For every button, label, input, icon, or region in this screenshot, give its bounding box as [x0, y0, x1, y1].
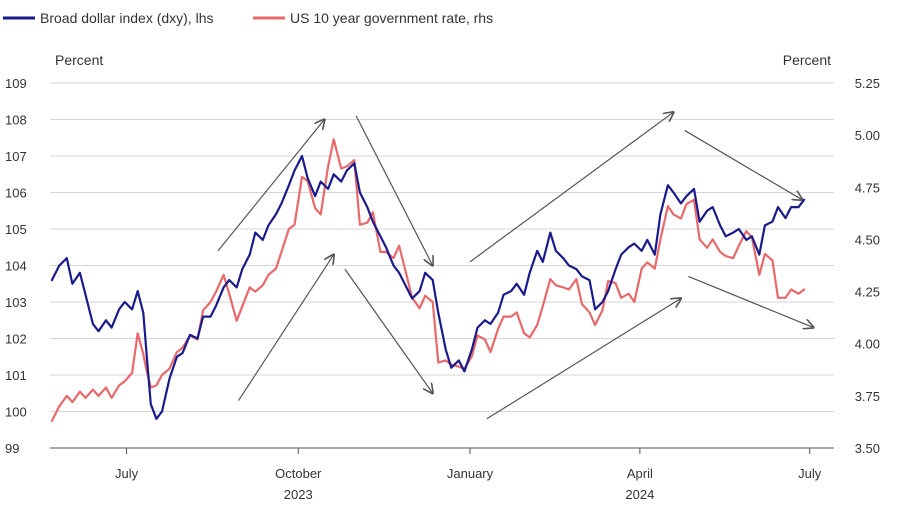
y-right-tick-label: 4.75 — [855, 180, 880, 195]
x-tick-label: July — [115, 466, 139, 481]
trend-arrow — [469, 112, 673, 263]
x-tick-label: January — [447, 466, 494, 481]
y-left-tick-label: 108 — [5, 113, 27, 128]
y-right-unit-label: Percent — [783, 52, 831, 68]
chart-legend: Broad dollar index (dxy), lhs US 10 year… — [3, 10, 493, 26]
trend-arrow — [217, 120, 324, 252]
y-left-tick-label: 99 — [5, 441, 19, 456]
x-tick-label: April — [627, 466, 653, 481]
series-line-us10y-rate — [50, 138, 806, 422]
legend-label-dollar-index: Broad dollar index (dxy), lhs — [40, 10, 214, 26]
y-left-tick-label: 109 — [5, 76, 27, 91]
trend-arrow — [355, 115, 433, 266]
y-left-tick-label: 103 — [5, 295, 27, 310]
trend-arrow — [684, 129, 803, 199]
trend-arrow — [688, 275, 813, 327]
grid-lines — [50, 82, 834, 449]
x-year-label: 2023 — [284, 487, 313, 502]
trend-arrow — [238, 255, 334, 401]
tick-labels: 99 100 101 102 103 104 105 106 107 108 109 3.50 3.75… — [5, 76, 880, 502]
y-right-tick-label: 5.00 — [855, 128, 880, 143]
y-left-tick-label: 101 — [5, 368, 27, 383]
y-left-tick-label: 100 — [5, 405, 27, 420]
trend-arrow — [344, 268, 433, 393]
y-right-tick-label: 3.50 — [855, 441, 880, 456]
axes — [50, 447, 834, 454]
x-tick-label: July — [798, 466, 822, 481]
y-right-tick-label: 4.25 — [855, 285, 880, 300]
y-left-tick-label: 102 — [5, 332, 27, 347]
trend-arrow — [486, 298, 681, 420]
y-left-tick-label: 104 — [5, 259, 27, 274]
y-right-tick-label: 4.50 — [855, 232, 880, 247]
y-left-tick-label: 106 — [5, 186, 27, 201]
trend-arrows — [217, 112, 813, 420]
y-left-tick-label: 107 — [5, 149, 27, 164]
y-left-tick-label: 105 — [5, 222, 27, 237]
x-tick-label: October — [275, 466, 322, 481]
y-right-tick-label: 3.75 — [855, 389, 880, 404]
x-year-label: 2024 — [625, 487, 654, 502]
y-right-tick-label: 4.00 — [855, 337, 880, 352]
y-right-tick-label: 5.25 — [855, 76, 880, 91]
y-left-unit-label: Percent — [55, 52, 103, 68]
series-lines — [50, 138, 806, 422]
legend-label-us10y-rate: US 10 year government rate, rhs — [290, 10, 493, 26]
series-line-dollar-index — [50, 154, 806, 420]
